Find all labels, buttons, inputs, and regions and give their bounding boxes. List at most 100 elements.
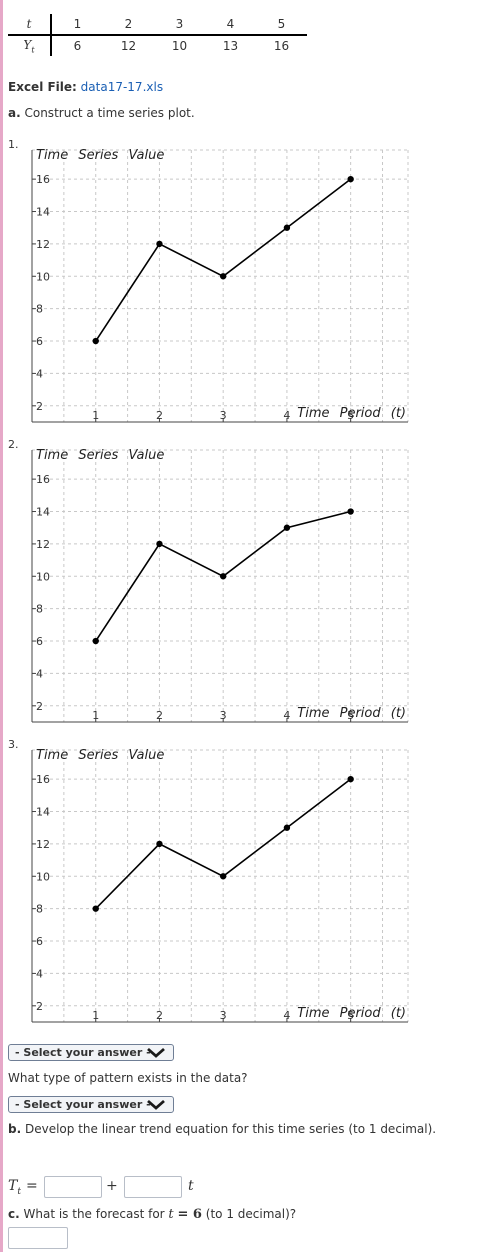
data-point (92, 637, 99, 645)
y-tick-label: 4 (36, 967, 43, 980)
y-symbol: Y (23, 37, 32, 52)
x-axis-title: Time Period (t) (297, 1006, 406, 1021)
plot-select-dropdown[interactable]: - Select your answer - (8, 1044, 174, 1061)
y-tick-label: 4 (36, 667, 43, 680)
excel-file-label: Excel File: (8, 80, 77, 94)
y-tick-label: 4 (36, 367, 43, 380)
data-point (283, 224, 291, 231)
table-cell: 12 (120, 39, 137, 53)
data-point (283, 524, 291, 531)
option-number-1: 1. (8, 138, 19, 151)
data-point (156, 240, 163, 248)
equation-t-var: t (188, 1178, 194, 1194)
x-tick-label: 5 (347, 1009, 354, 1022)
intercept-input[interactable] (44, 1176, 102, 1198)
x-tick-label: 4 (283, 1009, 290, 1022)
x-tick-label: 1 (92, 1009, 99, 1022)
data-point (156, 840, 163, 848)
y-tick-label: 8 (36, 603, 43, 616)
excel-file-link[interactable]: data17-17.xls (80, 80, 164, 94)
option-number-2: 2. (8, 438, 19, 451)
y-tick-label: 10 (36, 570, 50, 583)
data-point (92, 337, 99, 345)
x-axis-title: Time Period (t) (297, 706, 406, 721)
y-tick-label: 6 (36, 335, 43, 348)
table-cell: 5 (256, 14, 307, 36)
x-tick-label: 1 (92, 709, 99, 722)
y-tick-label: 6 (36, 935, 43, 948)
y-tick-label: 6 (36, 635, 43, 648)
y-tick-label: 10 (36, 870, 50, 883)
question-a-letter: a. (8, 106, 21, 120)
y-tick-label: 2 (36, 400, 43, 413)
y-tick-label: 12 (36, 838, 50, 851)
chevron-down-icon (147, 1099, 165, 1110)
y-axis-title: Time Series Value (36, 748, 164, 763)
data-point (219, 573, 227, 580)
y-tick-label: 2 (36, 1000, 43, 1013)
table-cell: 3 (154, 14, 205, 36)
y-tick-label: 2 (36, 700, 43, 713)
table-row: t 1 2 3 4 5 (8, 14, 307, 36)
x-tick-label: 3 (220, 709, 227, 722)
x-axis-title: Time Period (t) (297, 406, 406, 421)
question-b-letter: b. (8, 1122, 22, 1136)
table-row-label-t: t (8, 14, 52, 36)
table-cell: 2 (103, 14, 154, 36)
y-tick-label: 14 (36, 506, 50, 519)
data-point (347, 175, 354, 183)
slope-input[interactable] (124, 1176, 182, 1198)
y-tick-label: 8 (36, 303, 43, 316)
x-tick-label: 3 (220, 1009, 227, 1022)
question-c-var: t (168, 1207, 174, 1222)
excel-file-line: Excel File: data17-17.xls (8, 80, 163, 94)
plot-select-text: - Select your answer - (15, 1046, 151, 1059)
table-cell: 13 (222, 39, 239, 53)
x-tick-label: 2 (156, 409, 163, 422)
y-tick-label: 14 (36, 806, 50, 819)
table-cell: 4 (205, 14, 256, 36)
data-point (219, 273, 227, 280)
y-tick-label: 12 (36, 238, 50, 251)
table-cell: 16 (273, 39, 290, 53)
question-a: a. Construct a time series plot. (8, 106, 195, 120)
question-c-text-before: What is the forecast for (23, 1207, 165, 1221)
data-point (219, 873, 227, 880)
forecast-input[interactable] (8, 1227, 68, 1249)
x-tick-label: 1 (92, 409, 99, 422)
y-tick-label: 16 (36, 173, 50, 186)
table-cell: 6 (73, 39, 82, 53)
x-tick-label: 5 (347, 709, 354, 722)
x-tick-label: 5 (347, 409, 354, 422)
data-point (156, 540, 163, 548)
y-subscript: t (31, 45, 35, 55)
x-tick-label: 2 (156, 1009, 163, 1022)
question-c-text-after: (to 1 decimal)? (205, 1207, 297, 1221)
data-point (347, 508, 354, 515)
question-c-value: = 6 (177, 1207, 202, 1222)
table-cell: 1 (51, 14, 103, 36)
data-point (347, 775, 354, 783)
question-c: c. What is the forecast for t = 6 (to 1 … (8, 1207, 296, 1222)
y-tick-label: 8 (36, 903, 43, 916)
y-tick-label: 16 (36, 473, 50, 486)
table-row: TtYtYt 6 12 10 13 16 (8, 35, 307, 56)
x-tick-label: 2 (156, 709, 163, 722)
equation-plus: + (106, 1178, 118, 1194)
question-b-text: Develop the linear trend equation for th… (24, 1122, 437, 1136)
pattern-select-dropdown[interactable]: - Select your answer - (8, 1096, 174, 1113)
data-table: t 1 2 3 4 5 TtYtYt 6 12 10 13 16 (8, 14, 307, 56)
question-c-letter: c. (8, 1207, 20, 1221)
table-cell: 10 (171, 39, 188, 53)
y-tick-label: 10 (36, 270, 50, 283)
left-accent-bar (0, 0, 3, 1252)
x-tick-label: 3 (220, 409, 227, 422)
question-a-text: Construct a time series plot. (24, 106, 195, 120)
equation-lhs: Tt (8, 1178, 21, 1197)
y-tick-label: 14 (36, 206, 50, 219)
y-axis-title: Time Series Value (36, 448, 164, 463)
chevron-down-icon (147, 1047, 165, 1058)
